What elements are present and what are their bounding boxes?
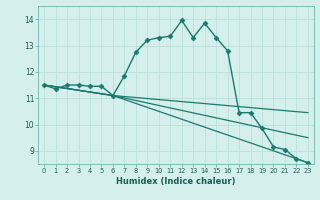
X-axis label: Humidex (Indice chaleur): Humidex (Indice chaleur) xyxy=(116,177,236,186)
